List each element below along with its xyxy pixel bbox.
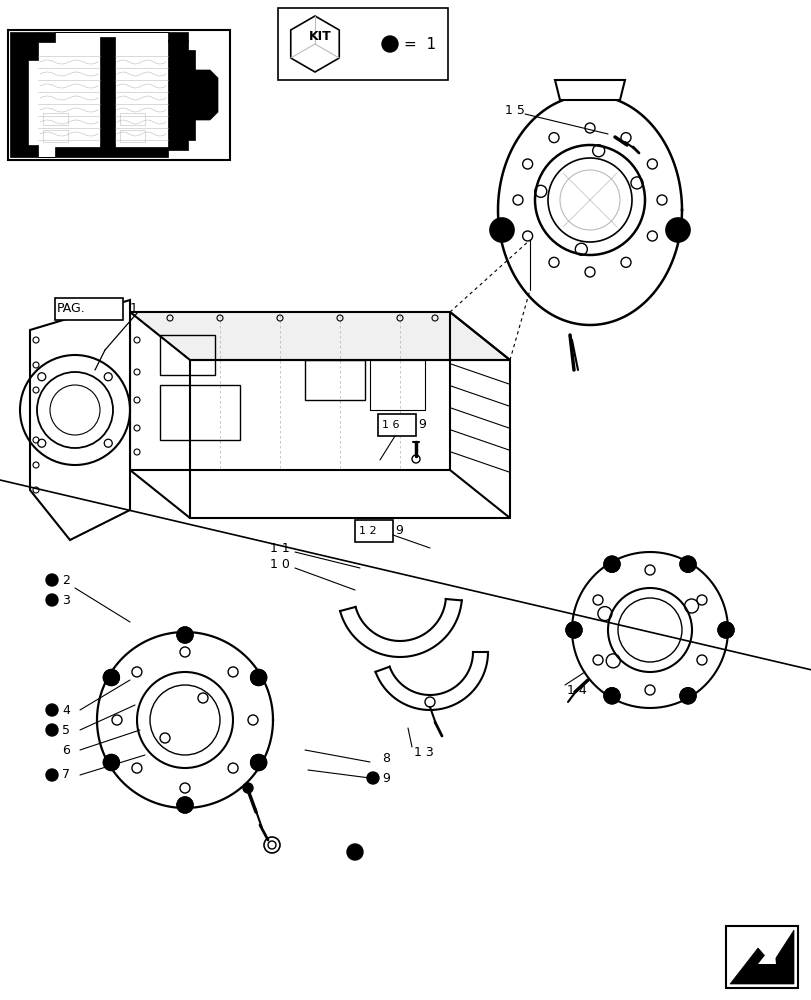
Bar [43, 130, 68, 142]
Circle shape [717, 622, 733, 638]
Bar [8, 30, 230, 160]
Text: 9: 9 [418, 418, 425, 432]
Circle shape [46, 594, 58, 606]
Polygon shape [38, 32, 188, 42]
Circle shape [46, 704, 58, 716]
Polygon shape [130, 312, 509, 360]
Circle shape [46, 769, 58, 781]
Circle shape [603, 688, 620, 704]
Polygon shape [554, 80, 624, 100]
Text: KIT: KIT [308, 30, 331, 43]
Polygon shape [168, 40, 195, 150]
Bar [305, 360, 365, 400]
Polygon shape [757, 944, 775, 964]
Circle shape [367, 772, 379, 784]
Circle shape [103, 754, 119, 770]
Text: 9: 9 [394, 524, 402, 538]
Text: 1 4: 1 4 [566, 684, 586, 696]
Bar [120, 130, 145, 142]
Text: 4: 4 [62, 704, 70, 716]
Bar [160, 335, 215, 375]
Circle shape [177, 797, 193, 813]
Text: 1: 1 [130, 302, 138, 316]
Polygon shape [30, 300, 130, 540]
Text: 8: 8 [381, 752, 389, 764]
Bar [160, 385, 240, 440]
Text: 5: 5 [62, 723, 70, 736]
Circle shape [103, 670, 119, 686]
Polygon shape [188, 70, 217, 120]
Circle shape [242, 783, 253, 793]
Circle shape [565, 622, 581, 638]
Text: 7: 7 [62, 768, 70, 782]
Text: 2: 2 [62, 574, 70, 586]
Text: 1 3: 1 3 [414, 745, 433, 758]
Circle shape [679, 556, 695, 572]
Bar [43, 113, 68, 125]
Polygon shape [10, 32, 38, 157]
Bar [725, 926, 797, 988]
Text: 1 1: 1 1 [270, 542, 290, 554]
Circle shape [46, 574, 58, 586]
Bar [354, 520, 393, 542]
Text: =  1: = 1 [404, 37, 436, 52]
Polygon shape [100, 37, 115, 152]
Text: 9: 9 [381, 772, 389, 784]
Polygon shape [38, 147, 168, 157]
Bar [370, 360, 424, 410]
Text: 3: 3 [62, 593, 70, 606]
Bar [55, 298, 122, 320]
Text: PAG.: PAG. [57, 302, 86, 316]
Circle shape [46, 724, 58, 736]
Text: 1 5: 1 5 [504, 104, 524, 117]
Bar [378, 414, 415, 436]
Circle shape [489, 218, 513, 242]
Bar [120, 113, 145, 125]
Bar [277, 8, 448, 80]
Circle shape [251, 670, 266, 686]
Polygon shape [729, 930, 793, 984]
Text: 6: 6 [62, 743, 70, 756]
Text: 1 2: 1 2 [358, 526, 376, 536]
Circle shape [603, 556, 620, 572]
Text: 1 6: 1 6 [381, 420, 399, 430]
Circle shape [665, 218, 689, 242]
Circle shape [251, 754, 266, 770]
Circle shape [381, 36, 397, 52]
Circle shape [679, 688, 695, 704]
Circle shape [346, 844, 363, 860]
Circle shape [177, 627, 193, 643]
Text: 1 0: 1 0 [270, 558, 290, 572]
